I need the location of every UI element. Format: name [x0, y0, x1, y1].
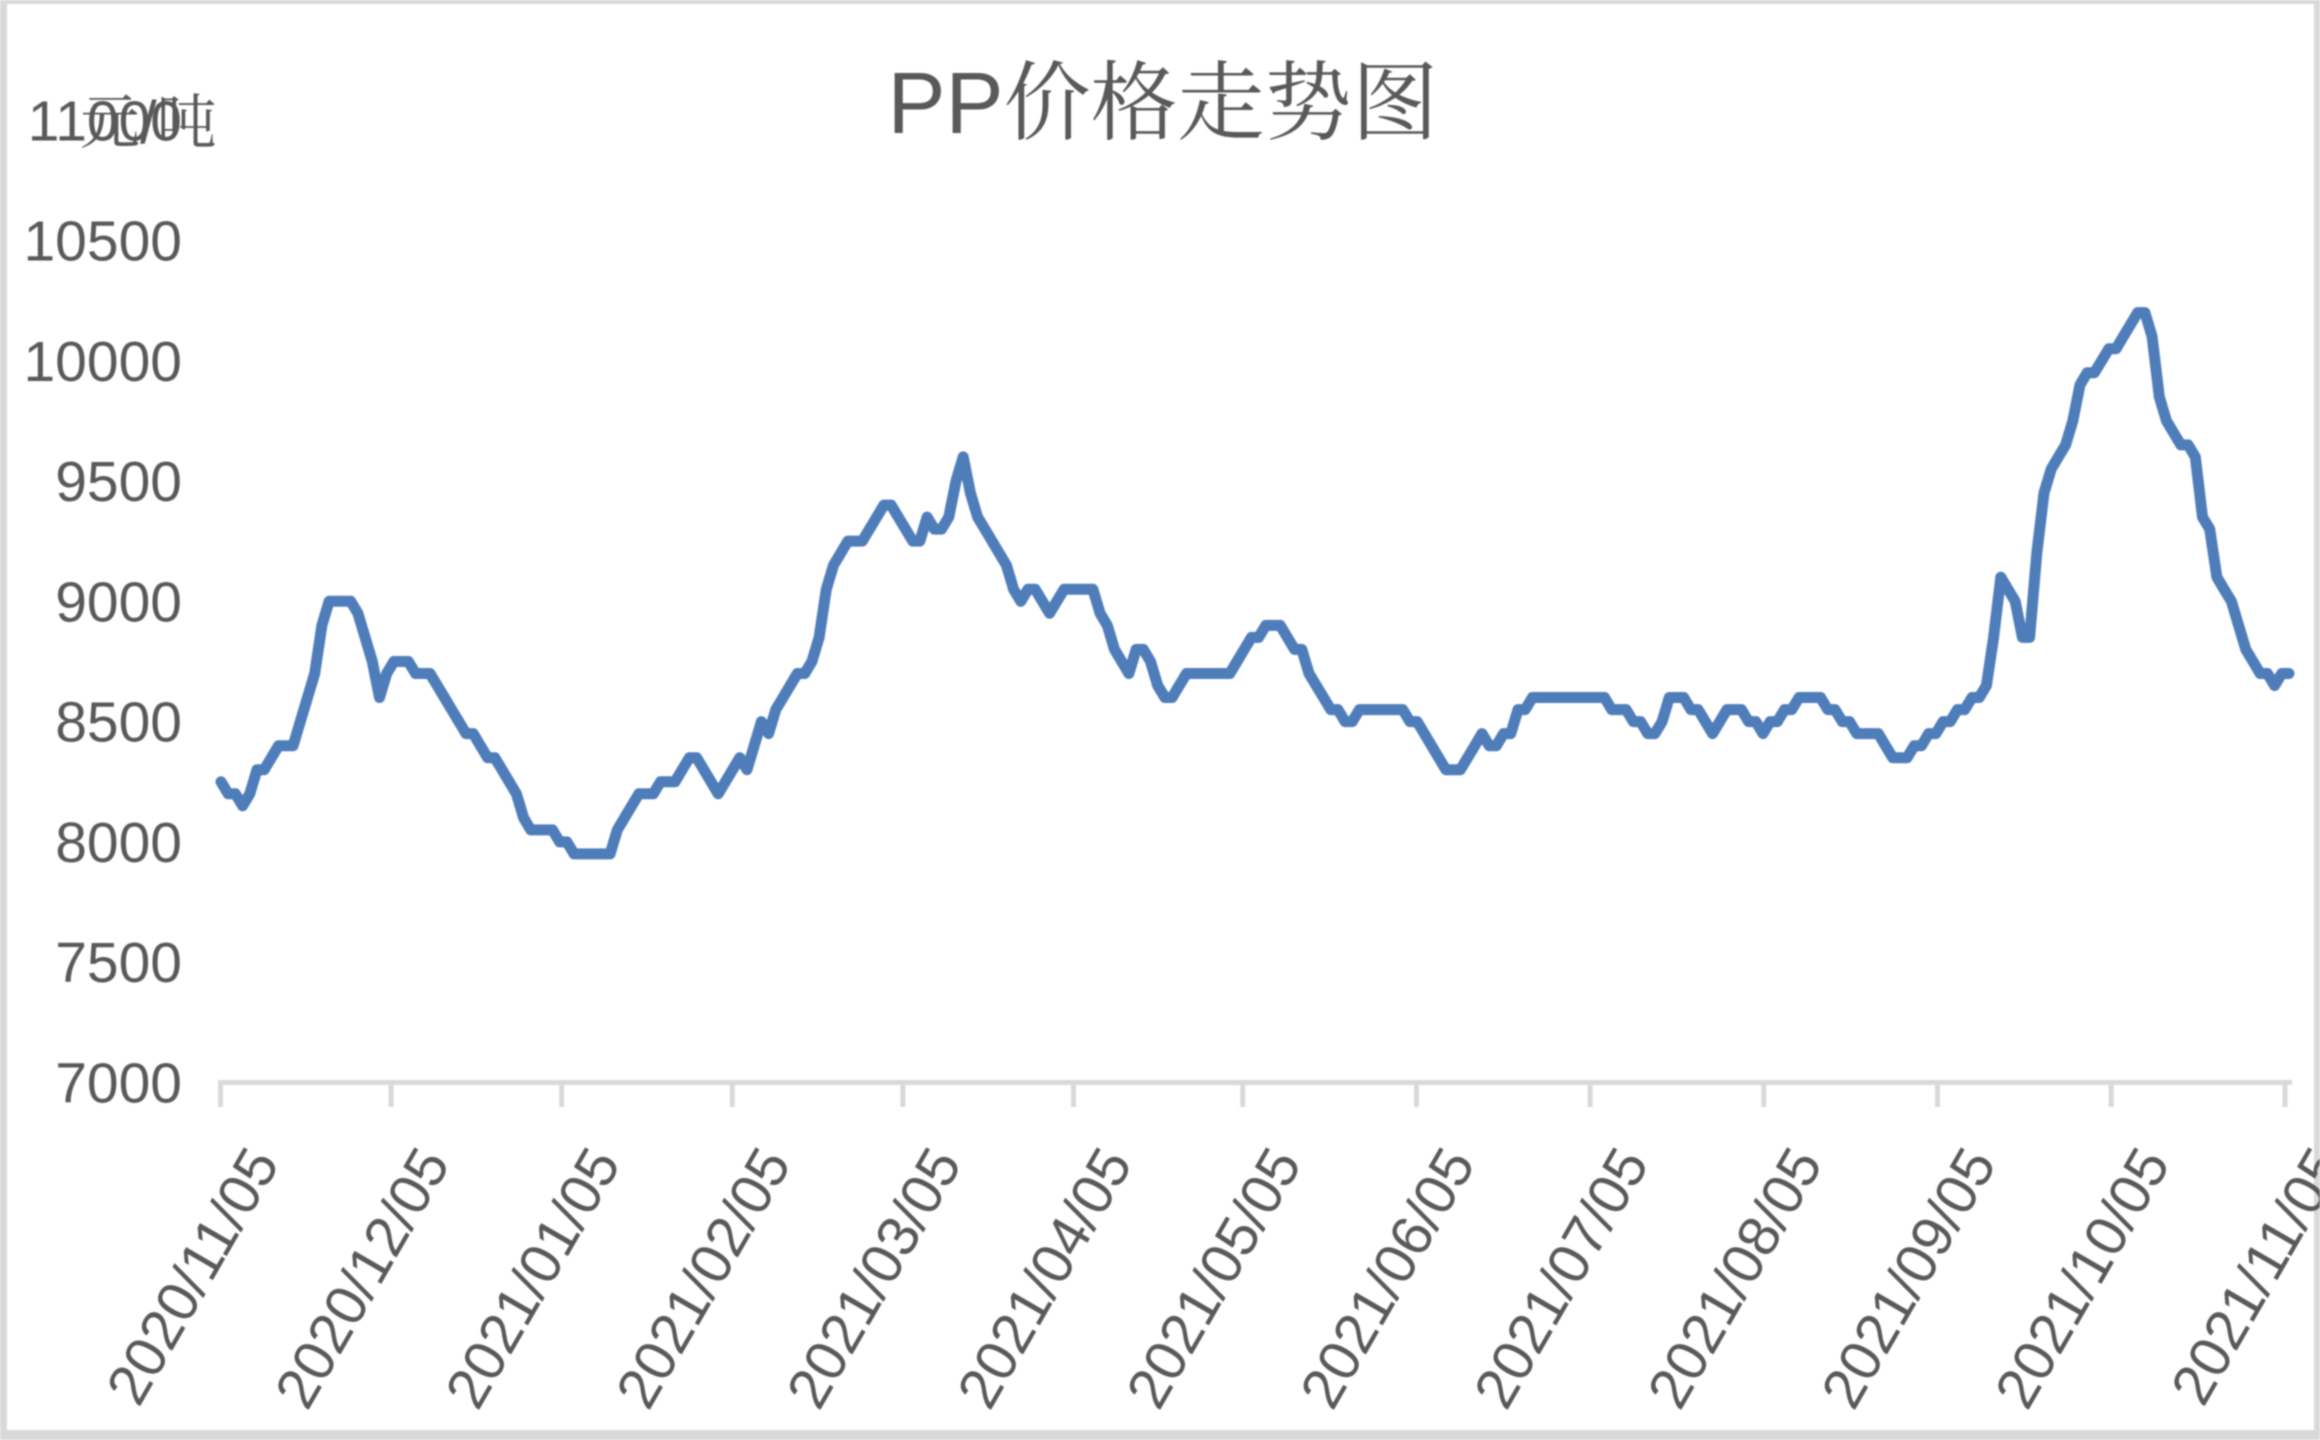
svg-text:9500: 9500 [55, 450, 182, 514]
svg-text:P: P [946, 55, 1004, 152]
svg-text:7500: 7500 [55, 931, 182, 995]
svg-text:10000: 10000 [23, 330, 182, 394]
svg-text:7000: 7000 [55, 1052, 182, 1116]
svg-text:9000: 9000 [55, 570, 182, 634]
svg-text:10500: 10500 [23, 210, 182, 274]
svg-text:11000: 11000 [28, 89, 182, 153]
svg-text:8500: 8500 [55, 691, 182, 755]
svg-text:P: P [888, 55, 946, 152]
svg-text:/: / [140, 89, 157, 156]
svg-text:8000: 8000 [55, 811, 182, 875]
